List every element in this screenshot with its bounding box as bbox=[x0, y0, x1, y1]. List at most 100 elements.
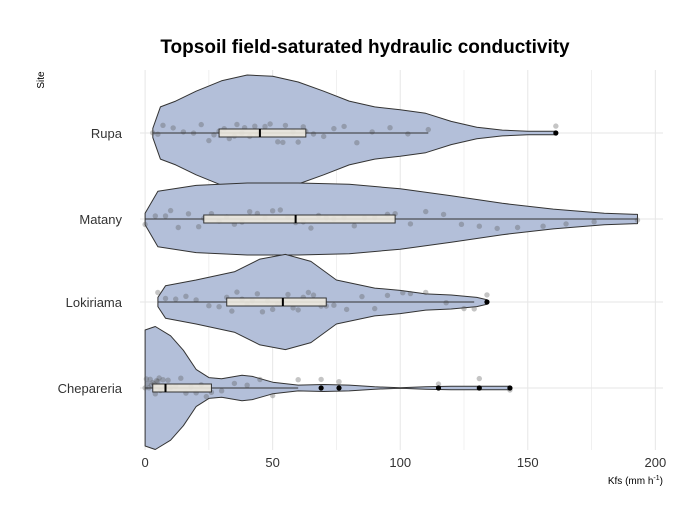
x-tick-label: 0 bbox=[141, 455, 148, 470]
data-point bbox=[634, 217, 641, 223]
box bbox=[226, 297, 327, 307]
data-point bbox=[269, 306, 276, 313]
outlier-point bbox=[336, 385, 342, 391]
data-point bbox=[440, 211, 447, 218]
data-point bbox=[351, 223, 358, 229]
data-point bbox=[476, 375, 483, 382]
data-point bbox=[336, 379, 342, 385]
data-point bbox=[461, 305, 467, 312]
data-point bbox=[553, 123, 559, 129]
data-point bbox=[514, 224, 521, 231]
data-point bbox=[156, 375, 162, 381]
box bbox=[203, 214, 396, 224]
x-axis-title: Kfs (mm h-1) bbox=[608, 475, 663, 487]
data-point bbox=[234, 289, 240, 295]
data-point bbox=[247, 209, 253, 215]
data-point bbox=[206, 137, 212, 144]
x-tick-label: 100 bbox=[389, 455, 411, 470]
data-point bbox=[318, 376, 324, 383]
data-point bbox=[162, 295, 169, 302]
chart-title: Topsoil field-saturated hydraulic conduc… bbox=[160, 37, 570, 58]
data-point bbox=[310, 292, 317, 298]
outlier-point bbox=[484, 299, 490, 305]
data-point bbox=[425, 126, 431, 133]
data-point bbox=[165, 377, 171, 383]
data-point bbox=[405, 131, 411, 137]
data-point bbox=[484, 292, 490, 298]
data-point bbox=[372, 305, 378, 312]
data-point bbox=[343, 306, 350, 313]
data-point bbox=[407, 221, 414, 227]
y-tick-label: Matany bbox=[79, 212, 122, 227]
data-point bbox=[267, 121, 273, 127]
data-point bbox=[384, 292, 391, 299]
data-point bbox=[280, 139, 286, 146]
data-point bbox=[308, 225, 314, 231]
data-point bbox=[423, 289, 429, 296]
data-point bbox=[218, 388, 225, 394]
boxplots bbox=[145, 128, 638, 393]
data-point bbox=[183, 293, 189, 299]
data-point bbox=[282, 122, 289, 129]
data-point bbox=[185, 211, 192, 217]
data-point bbox=[155, 289, 161, 296]
data-point bbox=[320, 133, 327, 140]
data-point bbox=[471, 306, 477, 312]
data-point bbox=[155, 131, 161, 137]
data-point bbox=[563, 221, 569, 227]
data-point bbox=[354, 140, 360, 146]
data-point bbox=[142, 221, 148, 228]
x-tick-label: 50 bbox=[265, 455, 279, 470]
data-point bbox=[160, 122, 166, 128]
data-point bbox=[198, 121, 204, 128]
data-point bbox=[180, 129, 187, 135]
data-point bbox=[206, 303, 212, 309]
data-point bbox=[295, 307, 301, 313]
data-point bbox=[229, 308, 235, 314]
data-point bbox=[407, 290, 414, 297]
data-point bbox=[252, 123, 258, 129]
data-point bbox=[359, 293, 365, 300]
data-point bbox=[494, 225, 500, 232]
y-tick-label: Rupa bbox=[91, 126, 123, 141]
data-point bbox=[275, 139, 281, 145]
data-point bbox=[277, 207, 284, 213]
outlier-point bbox=[318, 385, 324, 391]
data-point bbox=[162, 213, 169, 219]
data-point bbox=[476, 223, 483, 229]
data-point bbox=[285, 291, 291, 298]
data-point bbox=[152, 213, 159, 219]
data-point bbox=[153, 378, 160, 384]
box bbox=[152, 383, 212, 393]
data-point bbox=[369, 129, 375, 135]
data-point bbox=[331, 302, 337, 308]
data-point bbox=[160, 377, 166, 383]
data-point bbox=[295, 139, 301, 145]
data-point bbox=[435, 381, 442, 387]
data-point bbox=[216, 304, 222, 310]
data-point bbox=[231, 380, 238, 387]
data-point bbox=[193, 297, 199, 303]
outlier-point bbox=[476, 385, 482, 391]
data-point bbox=[144, 380, 151, 387]
y-tick-label: Lokiriama bbox=[66, 295, 123, 310]
data-point bbox=[257, 376, 263, 383]
data-point bbox=[305, 289, 312, 296]
data-point bbox=[254, 291, 261, 297]
box bbox=[218, 128, 307, 138]
data-point bbox=[331, 125, 337, 132]
data-point bbox=[173, 296, 179, 302]
data-point bbox=[234, 121, 240, 128]
data-point bbox=[443, 300, 449, 306]
data-point bbox=[155, 378, 161, 384]
data-point bbox=[143, 376, 150, 382]
data-point bbox=[203, 393, 210, 400]
y-tick-label: Chepareria bbox=[58, 381, 123, 396]
x-axis-title-close: ) bbox=[660, 476, 663, 487]
axis-labels: 0 50 100 150 200 Rupa Matany Lokiriama Chepareri… bbox=[58, 126, 667, 470]
data-point bbox=[170, 125, 176, 131]
data-point bbox=[167, 207, 174, 214]
data-point bbox=[341, 123, 347, 130]
data-point bbox=[195, 224, 202, 230]
